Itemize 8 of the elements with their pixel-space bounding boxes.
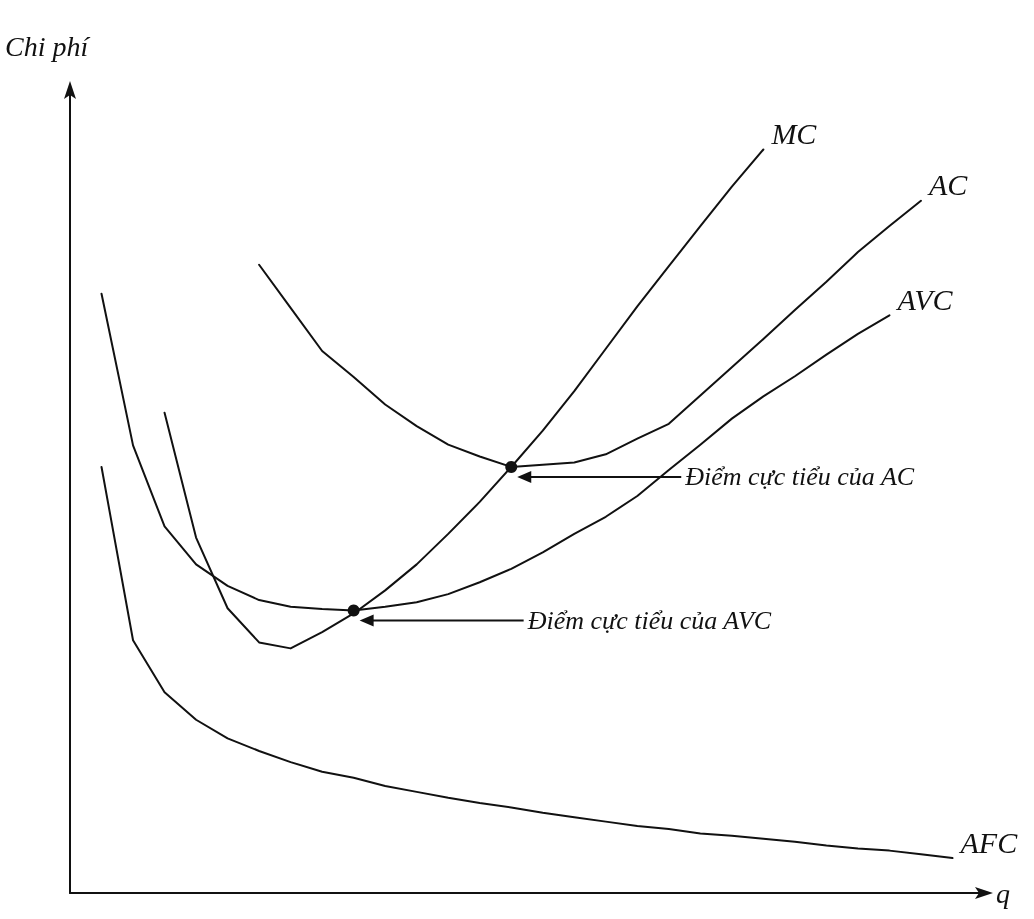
x-axis-title: q [996,877,1010,909]
annotation: Điểm cực tiểu của AC [684,462,915,492]
series-label: AVC [895,282,954,316]
series-label: AC [926,168,969,202]
annotation: Điểm cực tiểu của AVC [526,605,772,635]
series-label: MC [770,116,818,150]
y-axis-title: Chi phí [5,30,91,62]
series-label: AFC [958,825,1019,859]
